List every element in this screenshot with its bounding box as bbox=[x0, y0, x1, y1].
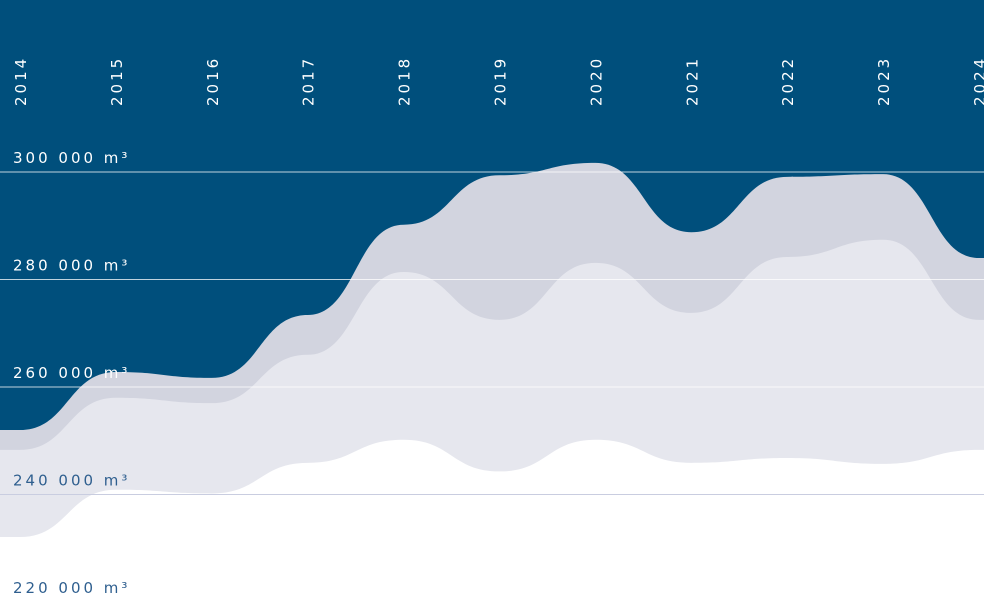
x-tick-label: 2015 bbox=[108, 56, 126, 106]
y-tick-label: 300 000 m³ bbox=[13, 149, 130, 167]
x-tick-label: 2018 bbox=[396, 56, 414, 106]
x-tick-label: 2019 bbox=[492, 56, 510, 106]
x-tick-label: 2022 bbox=[779, 56, 797, 106]
area bbox=[0, 439, 984, 594]
x-tick-label: 2014 bbox=[12, 56, 30, 106]
x-tick-label: 2017 bbox=[300, 56, 318, 106]
y-tick-label: 220 000 m³ bbox=[13, 579, 130, 594]
x-tick-label: 2024 bbox=[971, 56, 984, 106]
x-tick-label: 2016 bbox=[204, 56, 222, 106]
y-tick-label: 260 000 m³ bbox=[13, 364, 130, 382]
x-tick-label: 2023 bbox=[875, 56, 893, 106]
y-tick-label: 240 000 m³ bbox=[13, 472, 130, 490]
x-tick-label: 2020 bbox=[587, 56, 605, 106]
y-tick-label: 280 000 m³ bbox=[13, 257, 130, 275]
x-tick-label: 2021 bbox=[683, 56, 701, 106]
